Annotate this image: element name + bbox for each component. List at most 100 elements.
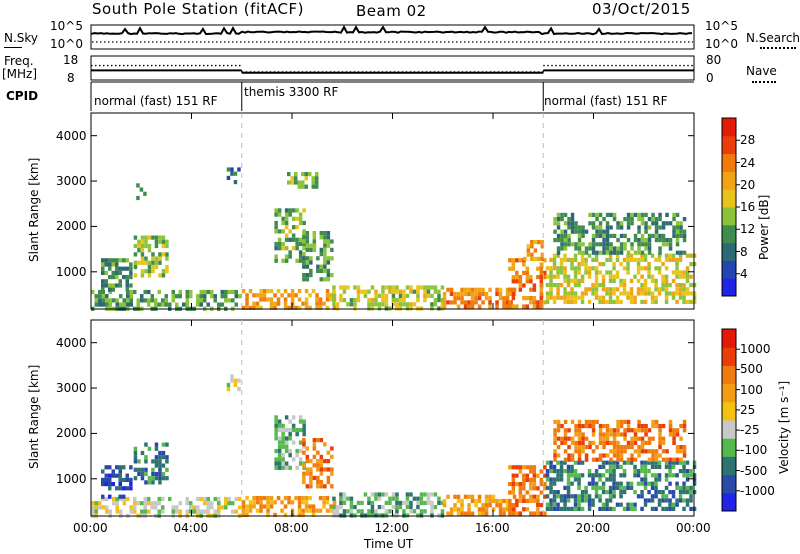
velocity-echo-cell-374 (305, 454, 310, 459)
power-echo-cell-373 (298, 220, 303, 226)
velocity-echo-cell-479 (388, 500, 392, 505)
power-echo-cell-989 (671, 253, 676, 258)
power-echo-cell-554 (409, 302, 413, 307)
velocity-echo-cell-982 (692, 477, 697, 482)
power-echo-cell-1044 (556, 217, 561, 222)
power-echo-cell-810 (573, 295, 578, 300)
power-echo-cell-363 (291, 246, 296, 251)
power-echo-cell-831 (584, 291, 588, 296)
velocity-echo-cell-1084 (609, 449, 613, 454)
power-echo-cell-586 (440, 302, 445, 307)
power-echo-cell-671 (511, 304, 516, 309)
velocity-echo-cell-215 (237, 378, 241, 383)
power-echo-cell-847 (594, 274, 599, 279)
velocity-echo-cell-938 (671, 473, 676, 478)
power-echo-cell-857 (598, 299, 602, 304)
power-echo-cell-303 (311, 289, 316, 294)
velocity-echo-cell-573 (484, 507, 489, 512)
velocity-echo-cell-983 (692, 481, 697, 486)
velocity-echo-cell-13 (105, 505, 109, 510)
velocity-echo-cell-972 (689, 469, 693, 474)
power-echo-cell-821 (580, 274, 585, 279)
velocity-echo-cell-844 (622, 469, 627, 474)
velocity-echo-cell-1085 (609, 457, 613, 462)
power-echo-cell-102 (210, 294, 214, 299)
power-echo-cell-688 (525, 266, 530, 271)
velocity-echo-cell-291 (329, 508, 333, 513)
noise-right-legend (760, 47, 796, 49)
velocity-echo-cell-60 (161, 509, 165, 514)
velocity-echo-cell-1082 (609, 432, 613, 437)
velocity-echo-cell-547 (456, 511, 461, 516)
power-echo-cell-62 (161, 298, 165, 303)
power-echo-cell-487 (346, 302, 350, 307)
velocity-echo-cell-102 (217, 505, 221, 510)
power-echo-cell-175 (133, 252, 138, 257)
velocity-echo-cell-485 (395, 492, 399, 497)
power-echo-cell-520 (381, 302, 385, 307)
power-echo-cell-228 (161, 273, 166, 278)
velocity-echo-cell-530 (437, 500, 441, 505)
velocity-echo-cell-525 (430, 509, 434, 514)
velocity-echo-cell-554 (467, 494, 471, 499)
power-echo-cell-1120 (598, 233, 603, 238)
power-echo-cell-211 (154, 235, 159, 240)
power-echo-cell-750 (549, 278, 553, 283)
power-echo-cell-622 (474, 296, 478, 301)
power-echo-cell-531 (391, 293, 396, 298)
power-echo-cell-899 (622, 266, 627, 271)
power-echo-cell-1063 (563, 242, 568, 247)
velocity-echo-cell-281 (315, 508, 319, 513)
power-echo-cell-599 (453, 300, 457, 305)
velocity-echo-cell-1051 (588, 445, 592, 450)
power-echo-cell-870 (608, 253, 613, 258)
cpid-label: CPID (6, 89, 39, 103)
power-echo-cell-124 (101, 258, 105, 263)
velocity-echo-cell-624 (518, 494, 523, 499)
power-echo-cell-1056 (560, 242, 564, 247)
power-echo-cell-898 (622, 257, 627, 262)
power-echo-cell-836 (587, 287, 592, 292)
velocity-echo-cell-524 (430, 505, 434, 510)
power-echo-cell-578 (433, 298, 438, 303)
velocity-echo-cell-327 (284, 427, 289, 433)
power-echo-cell-444 (326, 273, 331, 278)
velocity-echo-cell-398 (316, 484, 320, 489)
velocity-echo-cell-1025 (574, 449, 578, 454)
power-echo-cell-729 (530, 252, 534, 257)
velocity-echo-cell-1093 (616, 419, 620, 424)
power-echo-cell-954 (650, 291, 655, 296)
power-echo-cell-476 (332, 298, 336, 303)
power-echo-cell-778 (563, 257, 567, 262)
power-echo-cell-776 (559, 295, 564, 300)
power-echo-cell-450 (287, 172, 291, 177)
power-echo-cell-886 (615, 253, 620, 258)
power-echo-cell-172 (129, 283, 133, 288)
power-echo-cell-727 (530, 240, 534, 245)
power-echo-cell-594 (449, 287, 454, 292)
station-title: South Pole Station (fitACF) (92, 0, 304, 18)
power-echo-cell-1226 (661, 221, 666, 226)
power-echo-cell-389 (302, 252, 306, 257)
power-echo-cell-602 (456, 304, 461, 309)
power-echo-cell-15 (105, 302, 109, 307)
velocity-echo-cell-1103 (619, 424, 624, 429)
power-echo-cell-305 (315, 297, 319, 302)
power-echo-cell-1122 (598, 250, 603, 255)
power-echo-cell-1002 (675, 291, 679, 296)
velocity-echo-cell-507 (416, 496, 420, 501)
power-echo-cell-548 (405, 285, 410, 290)
velocity-echo-cell-278 (311, 504, 316, 509)
velocity-echo-cell-331 (284, 448, 289, 454)
velocity-echo-cell-1129 (633, 436, 638, 441)
velocity-echo-cell-332 (284, 461, 289, 466)
velocity-echo-cell-961 (682, 490, 686, 495)
power-echo-cell-445 (326, 277, 331, 282)
velocity-echo-cell-816 (608, 485, 613, 490)
power-echo-cell-169 (129, 266, 133, 271)
velocity-echo-cell-546 (456, 507, 461, 512)
power-echo-cell-258 (255, 301, 260, 306)
velocity-echo-cell-199 (161, 450, 166, 456)
power-echo-cell-679 (518, 279, 523, 284)
velocity-echo-cell-136 (115, 473, 119, 478)
